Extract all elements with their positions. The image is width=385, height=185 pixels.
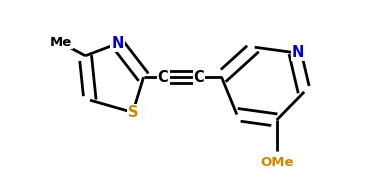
Text: S: S	[127, 105, 138, 120]
Text: C: C	[194, 70, 204, 85]
Text: OMe: OMe	[260, 156, 293, 169]
Text: C: C	[158, 70, 169, 85]
Text: Me: Me	[50, 36, 72, 48]
Text: N: N	[292, 45, 304, 60]
Text: N: N	[111, 36, 124, 51]
